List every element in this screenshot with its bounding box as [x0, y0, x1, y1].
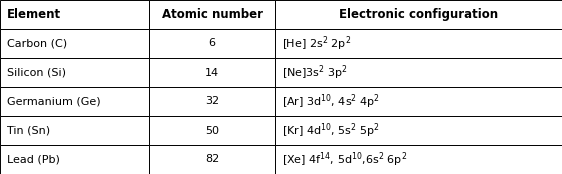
Text: Element: Element: [7, 8, 61, 21]
Text: Carbon (C): Carbon (C): [7, 38, 67, 49]
Bar: [0, 87, 149, 116]
Text: [He] 2s$^2$ 2p$^2$: [He] 2s$^2$ 2p$^2$: [282, 34, 351, 53]
Text: [Ar] 3d$^{10}$, 4s$^2$ 4p$^2$: [Ar] 3d$^{10}$, 4s$^2$ 4p$^2$: [282, 92, 380, 111]
Text: 50: 50: [205, 125, 219, 136]
Bar: [0, 29, 149, 58]
Bar: [0, 145, 149, 174]
Bar: [275, 145, 562, 174]
Bar: [149, 0, 275, 29]
Bar: [275, 0, 562, 29]
Text: [Xe] 4f$^{14}$, 5d$^{10}$,6s$^2$ 6p$^2$: [Xe] 4f$^{14}$, 5d$^{10}$,6s$^2$ 6p$^2$: [282, 150, 407, 169]
Bar: [0, 58, 149, 87]
Text: [Kr] 4d$^{10}$, 5s$^2$ 5p$^2$: [Kr] 4d$^{10}$, 5s$^2$ 5p$^2$: [282, 121, 380, 140]
Text: Lead (Pb): Lead (Pb): [7, 155, 60, 164]
Text: Silicon (Si): Silicon (Si): [7, 68, 66, 77]
Bar: [149, 87, 275, 116]
Bar: [149, 58, 275, 87]
Bar: [0, 116, 149, 145]
Bar: [149, 145, 275, 174]
Text: 32: 32: [205, 97, 219, 106]
Text: Germanium (Ge): Germanium (Ge): [7, 97, 101, 106]
Text: Atomic number: Atomic number: [162, 8, 262, 21]
Text: 82: 82: [205, 155, 219, 164]
Text: Electronic configuration: Electronic configuration: [339, 8, 498, 21]
Bar: [275, 58, 562, 87]
Bar: [275, 87, 562, 116]
Bar: [275, 29, 562, 58]
Text: Tin (Sn): Tin (Sn): [7, 125, 50, 136]
Bar: [149, 29, 275, 58]
Text: [Ne]3s$^2$ 3p$^2$: [Ne]3s$^2$ 3p$^2$: [282, 63, 348, 82]
Bar: [275, 116, 562, 145]
Bar: [149, 116, 275, 145]
Bar: [0, 0, 149, 29]
Text: 6: 6: [209, 38, 216, 49]
Text: 14: 14: [205, 68, 219, 77]
